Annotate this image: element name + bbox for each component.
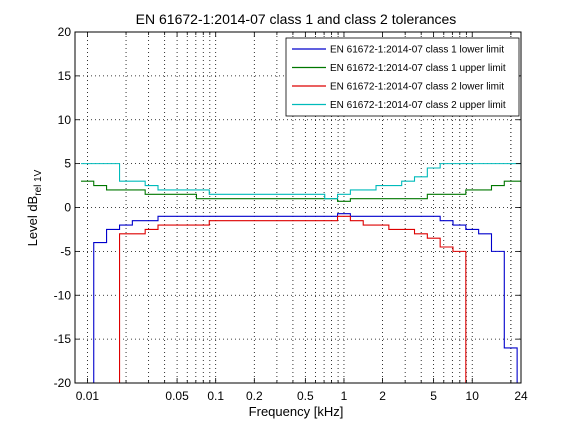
x-tick-label: 0.05 xyxy=(165,389,189,403)
y-tick-labels: -20 -15 -10 -5 0 5 10 15 20 xyxy=(54,25,72,390)
y-tick-label: 0 xyxy=(64,201,71,215)
series-line-4 xyxy=(81,163,521,200)
series-line-1 xyxy=(93,213,518,383)
x-tick-label: 1 xyxy=(341,389,348,403)
legend-entry: EN 61672-1:2014-07 class 1 lower limit xyxy=(330,45,504,56)
x-tick-label: 5 xyxy=(430,389,437,403)
legend-entry: EN 61672-1:2014-07 class 2 upper limit xyxy=(330,100,506,111)
y-axis-label-main: Level dB xyxy=(25,196,40,247)
x-tick-label: 0.2 xyxy=(246,389,263,403)
chart-title: EN 61672-1:2014-07 class 1 and class 2 t… xyxy=(136,11,457,27)
y-tick-label: 10 xyxy=(58,113,72,127)
y-axis-label: Level dBrel 1V xyxy=(25,169,44,246)
y-tick-label: -20 xyxy=(54,376,72,390)
x-tick-label: 0.01 xyxy=(76,389,100,403)
x-tick-label: 2 xyxy=(379,389,386,403)
y-tick-label: -5 xyxy=(60,244,71,258)
grid-lines xyxy=(75,32,521,383)
series-group xyxy=(81,163,521,383)
y-axis-label-subscript: rel 1V xyxy=(33,169,44,195)
x-tick-label: 24 xyxy=(514,389,528,403)
y-tick-label: -10 xyxy=(54,288,72,302)
x-tick-labels: 0.01 0.05 0.1 0.2 0.5 1 2 5 10 24 xyxy=(76,389,528,403)
x-axis-label: Frequency [kHz] xyxy=(249,404,344,419)
legend-entry: EN 61672-1:2014-07 class 1 upper limit xyxy=(330,63,506,74)
y-tick-label: 20 xyxy=(58,25,72,39)
x-tick-label: 10 xyxy=(466,389,480,403)
y-tick-label: 15 xyxy=(58,69,72,83)
x-tick-label: 0.1 xyxy=(207,389,224,403)
legend-box xyxy=(285,37,520,117)
y-tick-label: -15 xyxy=(54,332,72,346)
x-tick-label: 0.5 xyxy=(297,389,314,403)
legend: EN 61672-1:2014-07 class 1 lower limit EN… xyxy=(285,37,520,117)
series-line-3 xyxy=(119,215,467,383)
series-line-2 xyxy=(81,180,521,202)
legend-entry: EN 61672-1:2014-07 class 2 lower limit xyxy=(330,82,504,93)
tick-marks xyxy=(75,31,521,384)
y-tick-label: 5 xyxy=(64,157,71,171)
